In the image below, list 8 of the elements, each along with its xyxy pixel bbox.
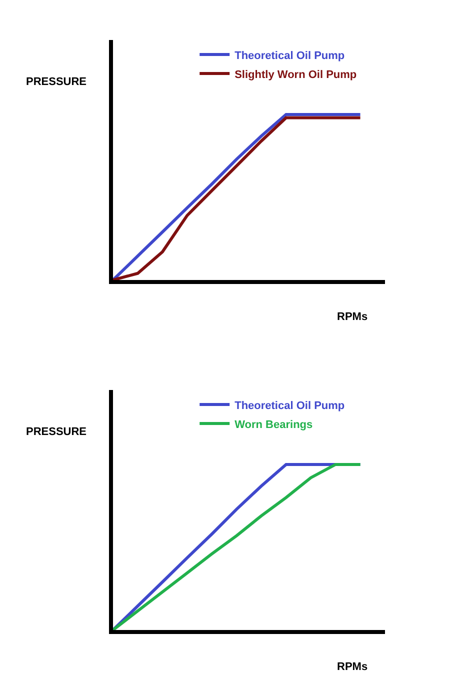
legend-label: Slightly Worn Oil Pump	[234, 68, 357, 81]
legend-label: Worn Bearings	[234, 418, 313, 431]
x-axis-title: RPMs	[337, 661, 368, 673]
x-axis-title: RPMs	[337, 311, 368, 323]
legend-label: Theoretical Oil Pump	[234, 50, 345, 62]
legend-label: Theoretical Oil Pump	[234, 400, 345, 412]
y-axis-title: PRESSURE	[26, 426, 87, 438]
y-axis-title: PRESSURE	[26, 76, 87, 88]
